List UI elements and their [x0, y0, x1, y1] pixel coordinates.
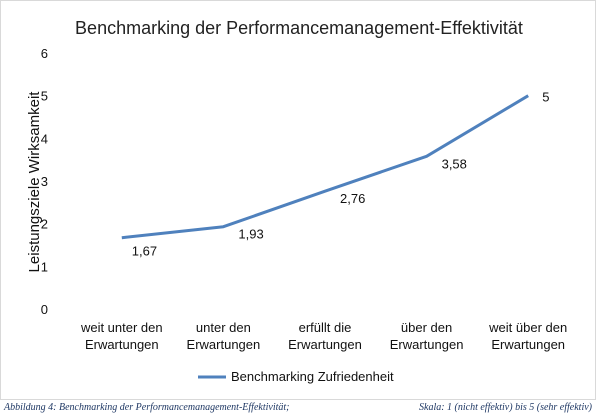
y-tick-label: 2	[41, 217, 48, 232]
chart-title: Benchmarking der Performancemanagement-E…	[75, 18, 523, 38]
y-tick-label: 4	[41, 131, 48, 146]
chart-frame: Benchmarking der Performancemanagement-E…	[0, 0, 596, 400]
x-tick-label: über den	[401, 320, 452, 335]
x-tick-label: weit unter den	[80, 320, 163, 335]
data-labels: 1,67 1,93 2,76 3,58 5	[132, 90, 550, 259]
x-tick-label: Erwartungen	[85, 337, 159, 352]
x-tick-label: erfüllt die	[299, 320, 352, 335]
data-label: 5	[542, 90, 549, 105]
scale-caption: Skala: 1 (nicht effektiv) bis 5 (sehr ef…	[419, 402, 592, 413]
y-axis-label: Leistungsziele Wirksamkeit	[26, 91, 43, 273]
y-tick-label: 0	[41, 302, 48, 317]
data-label: 3,58	[442, 156, 467, 171]
x-tick-label: Erwartungen	[390, 337, 464, 352]
x-tick-label: Erwartungen	[491, 337, 565, 352]
y-tick-label: 3	[41, 174, 48, 189]
x-tick-label: weit über den	[488, 320, 567, 335]
legend: Benchmarking Zufriedenheit	[198, 369, 394, 384]
y-tick-label: 5	[41, 89, 48, 104]
x-tick-labels: weit unter den Erwartungen unter den Erwart…	[80, 320, 567, 352]
y-tick-label: 6	[41, 46, 48, 61]
x-tick-label: Erwartungen	[288, 337, 362, 352]
data-label: 1,67	[132, 244, 157, 259]
figure-caption: Abbildung 4: Benchmarking der Performanc…	[4, 402, 290, 413]
data-label: 1,93	[238, 227, 263, 242]
y-tick-label: 1	[41, 259, 48, 274]
x-tick-label: unter den	[196, 320, 251, 335]
line-chart: Benchmarking der Performancemanagement-E…	[26, 18, 567, 384]
y-tick-labels: 0 1 2 3 4 5 6	[41, 46, 48, 317]
series-line	[121, 94, 529, 240]
data-label: 2,76	[340, 191, 365, 206]
legend-label: Benchmarking Zufriedenheit	[231, 369, 394, 384]
x-tick-label: Erwartungen	[187, 337, 261, 352]
series-lines	[121, 94, 529, 240]
